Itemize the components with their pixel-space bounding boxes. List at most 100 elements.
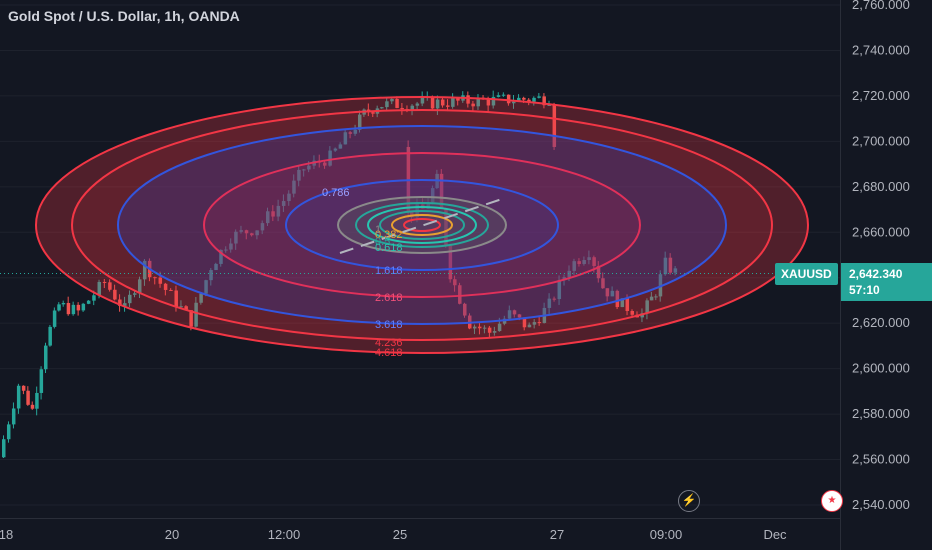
fib-circle[interactable] <box>403 218 441 232</box>
candle-body <box>663 257 668 275</box>
time-tick-label: 09:00 <box>650 527 683 542</box>
candle-body <box>71 304 76 315</box>
candle-body <box>557 280 562 300</box>
candle-body <box>297 169 301 181</box>
candle-body <box>343 132 348 145</box>
candle-body <box>645 300 649 314</box>
bar-countdown: 57:10 <box>849 283 880 297</box>
candle-body <box>477 326 482 329</box>
candle-body <box>137 279 142 294</box>
price-tick-label: 2,740.000 <box>852 42 910 57</box>
candle-body <box>430 96 435 109</box>
candle-body <box>420 97 425 104</box>
candle-body <box>357 114 362 130</box>
fib-circle-label: 2.618 <box>375 292 403 304</box>
candle-body <box>353 129 358 134</box>
candle-body <box>506 94 511 104</box>
candle-body <box>385 101 389 108</box>
candle-body <box>410 105 415 111</box>
candle-body <box>471 103 475 107</box>
candle-body <box>113 289 117 300</box>
candle-body <box>552 104 557 147</box>
candle-body <box>287 193 291 202</box>
fib-circle[interactable] <box>391 214 453 236</box>
candle-body <box>390 98 394 102</box>
candle-body <box>501 94 506 96</box>
candle-body <box>512 310 517 315</box>
fib-circle[interactable] <box>117 125 727 325</box>
candle-body <box>439 173 444 209</box>
candle-body <box>239 230 243 232</box>
candle-body <box>458 285 462 304</box>
time-axis[interactable]: 18 20 12:00 25 27 09:00 Dec <box>0 527 787 542</box>
fib-circle[interactable] <box>71 109 773 341</box>
candle-body <box>673 268 678 273</box>
candle-body <box>209 270 213 281</box>
candle-body <box>511 101 516 104</box>
lightning-icon[interactable]: ⚡ <box>678 490 700 512</box>
candle-body <box>26 390 30 405</box>
candle-body <box>61 302 66 305</box>
price-tick-label: 2,720.000 <box>852 88 910 103</box>
fib-circle[interactable] <box>337 196 507 254</box>
candle-body <box>224 249 228 251</box>
fib-circle-label: 0.5 <box>375 236 390 248</box>
fib-circle[interactable] <box>35 96 809 354</box>
fib-circle-label: 0.382 <box>375 229 403 241</box>
candle-body <box>250 233 254 236</box>
candle-body <box>30 404 35 409</box>
price-tick-label: 2,620.000 <box>852 315 910 330</box>
fib-trend-line[interactable] <box>339 197 506 254</box>
candle-body <box>451 98 455 107</box>
candle-body <box>108 282 112 290</box>
candle-body <box>323 162 327 166</box>
candle-body <box>456 98 460 101</box>
candles <box>2 90 678 459</box>
candle-body <box>81 303 86 311</box>
candle-body <box>592 257 596 267</box>
candle-body <box>292 180 296 194</box>
candle-body <box>596 266 601 279</box>
candle-body <box>601 278 605 289</box>
candle-body <box>577 261 581 264</box>
symbol-label: XAUUSD <box>775 263 838 285</box>
candle-body <box>102 281 107 283</box>
time-tick-label: 20 <box>165 527 179 542</box>
fib-circle-label: 4.618 <box>375 347 403 359</box>
candle-body <box>415 103 420 106</box>
price-tick-label: 2,760.000 <box>852 0 910 12</box>
candle-body <box>444 208 448 246</box>
candle-body <box>476 97 480 107</box>
candle-body <box>179 306 183 308</box>
candle-body <box>371 112 375 114</box>
candle-body <box>57 304 61 311</box>
fib-circles[interactable] <box>35 96 809 354</box>
candle-body <box>328 150 332 166</box>
price-tick-label: 2,600.000 <box>852 361 910 376</box>
fib-circle-label: 0.618 <box>375 242 403 254</box>
price-axis[interactable]: 2,760.000 2,740.000 2,720.000 2,700.000 2,68… <box>852 0 910 512</box>
candle-body <box>16 385 21 409</box>
fib-circle-label: 1 <box>375 224 381 236</box>
candle-body <box>338 144 343 149</box>
candle-body <box>255 230 259 236</box>
fib-circle-label: 3.618 <box>375 319 403 331</box>
candle-body <box>542 96 546 106</box>
fib-circle[interactable] <box>355 202 489 248</box>
last-price-value: 2,642.340 <box>849 267 903 281</box>
candle-body <box>2 439 6 458</box>
candle-body <box>487 327 492 333</box>
fib-circle[interactable] <box>379 210 465 240</box>
candle-body <box>668 257 673 273</box>
fib-circle[interactable] <box>367 206 477 244</box>
candle-body <box>630 310 635 315</box>
candle-body <box>426 202 431 209</box>
candle-body <box>654 296 658 298</box>
time-tick-label: Dec <box>763 527 787 542</box>
us-flag-icon[interactable]: ★ <box>821 490 843 512</box>
fib-circle[interactable] <box>203 152 641 298</box>
candle-body <box>244 230 249 234</box>
candle-body <box>234 231 238 244</box>
candle-body <box>552 298 557 300</box>
